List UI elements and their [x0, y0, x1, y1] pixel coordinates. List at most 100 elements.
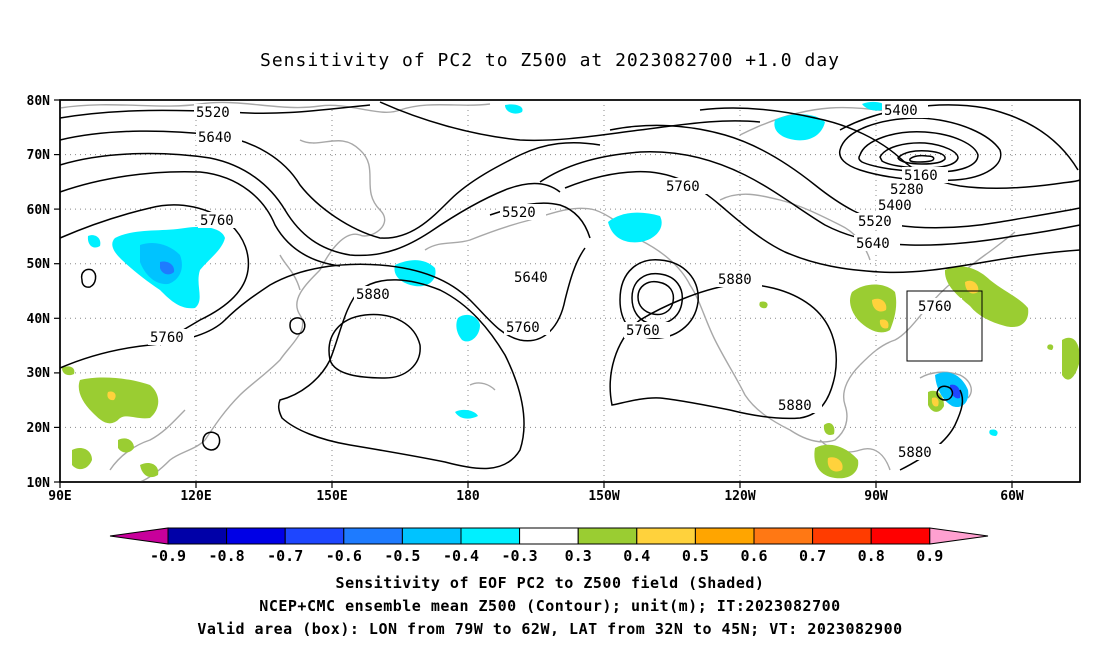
- shade-pos-small2: [1047, 344, 1054, 350]
- colorbar-bin: [519, 527, 579, 545]
- caption-valid-area: Valid area (box): LON from 79W to 62W, L…: [197, 620, 903, 638]
- colorbar-bin: [577, 527, 638, 545]
- colorbar-labels: -0.9 -0.8 -0.7 -0.6 -0.5 -0.4 -0.3 0.3 0…: [150, 547, 943, 565]
- lat-label: 30N: [27, 366, 51, 381]
- contour-label: 5880: [356, 287, 390, 303]
- lon-label: 180: [456, 489, 480, 504]
- shade-pos-seasia: [72, 448, 92, 470]
- shade-pos-us-core2: [879, 319, 889, 329]
- colorbar-label: -0.5: [384, 547, 420, 565]
- shade-neg-atlantic-core: [950, 384, 961, 399]
- colorbar-bin: [284, 527, 345, 545]
- shade-neg-alaska: [608, 212, 662, 243]
- colorbar-high-arrow: [929, 527, 989, 545]
- caption-contour: NCEP+CMC ensemble mean Z500 (Contour); u…: [259, 597, 841, 615]
- shade-pos-india: [78, 377, 159, 424]
- colorbar-label: 0.4: [623, 547, 650, 565]
- lon-label: 60W: [1000, 489, 1024, 504]
- shade-pos-mex2: [823, 423, 835, 435]
- lon-label: 120E: [180, 489, 211, 504]
- contour-label: 5880: [718, 272, 752, 288]
- shade-pos-small: [759, 301, 768, 309]
- colorbar-bin: [460, 527, 521, 545]
- lat-label: 60N: [27, 203, 51, 218]
- contour-label: 5760: [666, 179, 700, 195]
- lon-label: 120W: [724, 489, 755, 504]
- colorbar-bin: [343, 527, 403, 545]
- contour-label: 5760: [918, 299, 952, 315]
- shade-pos-sea3: [140, 463, 159, 478]
- contour-label: 5280: [890, 182, 924, 198]
- lat-labels: 80N 70N 60N 50N 40N 30N 20N 10N: [27, 94, 51, 491]
- lon-label: 90E: [48, 489, 71, 504]
- contour-label: 5160: [904, 168, 938, 184]
- shade-neg-atl2: [989, 429, 998, 436]
- contour-label: 5520: [196, 105, 230, 121]
- shade-neg-asia-core2: [160, 261, 175, 275]
- colorbar-label: 0.9: [916, 547, 943, 565]
- contour-label: 5760: [200, 213, 234, 229]
- contour-label: 5760: [626, 323, 660, 339]
- lat-label: 70N: [27, 148, 51, 163]
- shade-neg-pacific3: [455, 409, 478, 419]
- lat-label: 40N: [27, 312, 51, 327]
- lat-label: 10N: [27, 476, 51, 491]
- lon-label: 90W: [864, 489, 888, 504]
- colorbar-low-arrow: [109, 527, 169, 545]
- axis-ticks: [54, 99, 1013, 488]
- contour-label: 5640: [856, 236, 890, 252]
- colorbar-bin: [812, 527, 872, 545]
- lon-label: 150W: [588, 489, 619, 504]
- contour-label: 5880: [898, 445, 932, 461]
- shade-pos-ne-core: [965, 280, 979, 294]
- colorbar: [109, 527, 989, 545]
- colorbar-bin: [636, 527, 696, 545]
- contour-label: 5640: [514, 270, 548, 286]
- shade-neg-arctic3: [862, 101, 888, 111]
- lat-label: 80N: [27, 94, 51, 109]
- contour-label: 5520: [858, 214, 892, 230]
- shade-neg-pacific2: [456, 314, 480, 342]
- colorbar-bin: [753, 527, 814, 545]
- colorbar-label: -0.6: [326, 547, 362, 565]
- colorbar-label: -0.4: [443, 547, 479, 565]
- shade-pos-seasia2: [118, 438, 134, 453]
- colorbar-bin: [226, 527, 286, 545]
- shade-pos-us-core: [872, 298, 887, 312]
- lat-label: 20N: [27, 421, 51, 436]
- contour-label: 5400: [878, 198, 912, 214]
- shade-pos-india-core: [107, 391, 116, 401]
- lon-label: 150E: [316, 489, 347, 504]
- shade-pos-atl: [1062, 337, 1080, 380]
- contour-label: 5760: [150, 330, 184, 346]
- colorbar-label: 0.7: [799, 547, 826, 565]
- colorbar-bin: [870, 527, 931, 545]
- contour-label: 5640: [198, 130, 232, 146]
- contour-label: 5400: [884, 103, 918, 119]
- colorbar-bin: [401, 527, 462, 545]
- shade-pos-carib-core: [931, 397, 939, 407]
- shade-neg-arctic2: [774, 114, 825, 141]
- valid-area-box: [906, 290, 983, 362]
- shade-pos-ne: [944, 266, 1029, 328]
- lon-labels: 90E 120E 150E 180 150W 120W 90W 60W: [48, 489, 1024, 504]
- contour-label: 5520: [502, 205, 536, 221]
- colorbar-bin: [167, 527, 228, 545]
- lat-label: 50N: [27, 257, 51, 272]
- contour-labels: 5520 5640 5760 5760 5880 5520 5640 5760 …: [148, 102, 962, 461]
- contour-label: 5880: [778, 398, 812, 414]
- contour-label: 5760: [506, 320, 540, 336]
- colorbar-label: -0.9: [150, 547, 186, 565]
- colorbar-bin: [694, 527, 755, 545]
- shade-pos-mexico-core: [827, 457, 843, 472]
- colorbar-label: -0.3: [502, 547, 538, 565]
- colorbar-label: 0.3: [565, 547, 592, 565]
- colorbar-label: 0.8: [858, 547, 885, 565]
- colorbar-label: 0.6: [740, 547, 767, 565]
- colorbar-label: -0.7: [267, 547, 303, 565]
- shade-neg-arctic1: [505, 104, 523, 114]
- caption-shaded: Sensitivity of EOF PC2 to Z500 field (Sh…: [335, 574, 765, 592]
- shade-neg-small1: [87, 235, 101, 248]
- colorbar-label: 0.5: [682, 547, 709, 565]
